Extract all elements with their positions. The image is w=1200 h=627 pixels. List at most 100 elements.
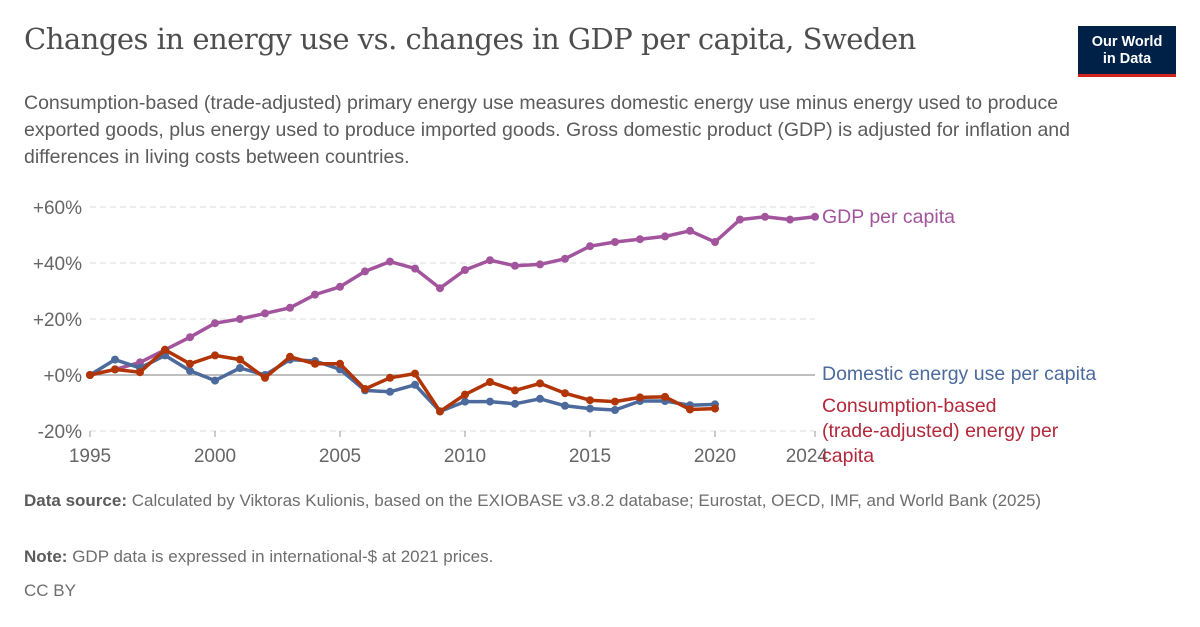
x-tick-label: 2010 bbox=[444, 446, 486, 467]
data-point bbox=[186, 366, 194, 375]
data-point bbox=[386, 257, 394, 266]
data-point bbox=[786, 215, 794, 224]
data-point bbox=[236, 315, 244, 323]
series-line bbox=[89, 353, 716, 414]
data-point bbox=[636, 235, 644, 244]
data-point bbox=[311, 290, 319, 299]
data-point bbox=[411, 369, 419, 378]
label-consumption: (trade-adjusted) energy per bbox=[822, 420, 1059, 442]
data-point bbox=[211, 351, 219, 360]
data-point bbox=[561, 401, 569, 410]
data-point bbox=[586, 242, 594, 251]
y-tick-label: +60% bbox=[33, 198, 82, 219]
note: Note: GDP data is expressed in internati… bbox=[24, 545, 1134, 569]
data-point bbox=[236, 355, 244, 364]
data-point bbox=[211, 376, 219, 385]
data-point bbox=[261, 373, 269, 382]
x-tick-label: 2020 bbox=[694, 446, 736, 467]
data-point bbox=[811, 212, 819, 221]
data-point bbox=[311, 359, 319, 368]
data-point bbox=[461, 266, 469, 274]
data-point bbox=[386, 373, 394, 382]
data-point bbox=[211, 319, 219, 328]
data-point bbox=[486, 256, 494, 265]
data-point bbox=[261, 309, 269, 318]
data-point bbox=[286, 303, 294, 312]
data-point bbox=[461, 390, 469, 399]
chart-subtitle: Consumption-based (trade-adjusted) prima… bbox=[24, 92, 1070, 168]
y-tick-label: +20% bbox=[33, 310, 82, 331]
data-point bbox=[186, 359, 194, 368]
x-tick-label: 2015 bbox=[569, 446, 611, 467]
data-point bbox=[636, 393, 644, 402]
data-point bbox=[136, 368, 144, 377]
data-point bbox=[511, 261, 519, 270]
data-point bbox=[711, 238, 719, 246]
data-source: Data source: Calculated by Viktoras Kuli… bbox=[24, 489, 1134, 513]
data-point bbox=[411, 264, 419, 273]
data-point bbox=[161, 345, 169, 354]
data-point bbox=[536, 394, 544, 403]
series-line bbox=[89, 348, 716, 414]
data-point bbox=[711, 404, 719, 413]
source-label: Data source: bbox=[24, 491, 127, 510]
data-point bbox=[336, 282, 344, 291]
label-consumption: capita bbox=[822, 445, 874, 467]
y-tick-label: +0% bbox=[43, 366, 82, 387]
data-point bbox=[111, 365, 119, 374]
data-point bbox=[386, 387, 394, 396]
label-domestic: Domestic energy use per capita bbox=[822, 363, 1096, 385]
data-point bbox=[111, 355, 119, 364]
x-tick-label: 2005 bbox=[319, 446, 361, 467]
data-point bbox=[86, 371, 94, 379]
logo-line-2: in Data bbox=[1102, 51, 1152, 67]
label-consumption: Consumption-based bbox=[822, 395, 997, 417]
data-point bbox=[511, 386, 519, 395]
data-point bbox=[586, 396, 594, 405]
data-point bbox=[661, 392, 669, 401]
x-tick-label: 1995 bbox=[69, 446, 111, 467]
data-point bbox=[436, 407, 444, 416]
data-point bbox=[686, 226, 694, 235]
data-point bbox=[486, 378, 494, 386]
data-point bbox=[236, 364, 244, 372]
y-tick-label: -20% bbox=[38, 422, 82, 443]
data-point bbox=[611, 397, 619, 406]
data-point bbox=[611, 406, 619, 414]
series-line bbox=[89, 215, 816, 377]
data-point bbox=[461, 397, 469, 406]
data-point bbox=[561, 254, 569, 263]
note-text: GDP data is expressed in international-$… bbox=[72, 547, 494, 566]
owid-logo[interactable]: Our World in Data bbox=[1078, 26, 1176, 77]
source-text: Calculated by Viktoras Kulionis, based o… bbox=[131, 491, 1042, 510]
data-point bbox=[586, 404, 594, 413]
data-point bbox=[361, 385, 369, 393]
x-tick-label: 2000 bbox=[194, 446, 236, 467]
data-point bbox=[136, 358, 144, 367]
data-point bbox=[536, 379, 544, 388]
data-point bbox=[536, 260, 544, 269]
data-point bbox=[361, 267, 369, 276]
chart-title: Changes in energy use vs. changes in GDP… bbox=[24, 22, 916, 56]
y-tick-label: +40% bbox=[33, 254, 82, 275]
data-point bbox=[761, 212, 769, 221]
data-point bbox=[661, 232, 669, 241]
note-label: Note: bbox=[24, 547, 68, 566]
data-point bbox=[686, 405, 694, 414]
label-gdp: GDP per capita bbox=[822, 206, 955, 228]
data-point bbox=[186, 333, 194, 342]
data-point bbox=[411, 380, 419, 389]
data-point bbox=[286, 352, 294, 361]
data-point bbox=[561, 389, 569, 398]
data-point bbox=[611, 238, 619, 246]
x-tick-label: 2024 bbox=[786, 446, 829, 467]
data-point bbox=[436, 284, 444, 293]
data-point bbox=[486, 397, 494, 406]
data-point bbox=[736, 215, 744, 224]
data-point bbox=[336, 359, 344, 368]
logo-line-1: Our World bbox=[1091, 34, 1163, 50]
license[interactable]: CC BY bbox=[24, 581, 76, 600]
data-point bbox=[511, 399, 519, 408]
